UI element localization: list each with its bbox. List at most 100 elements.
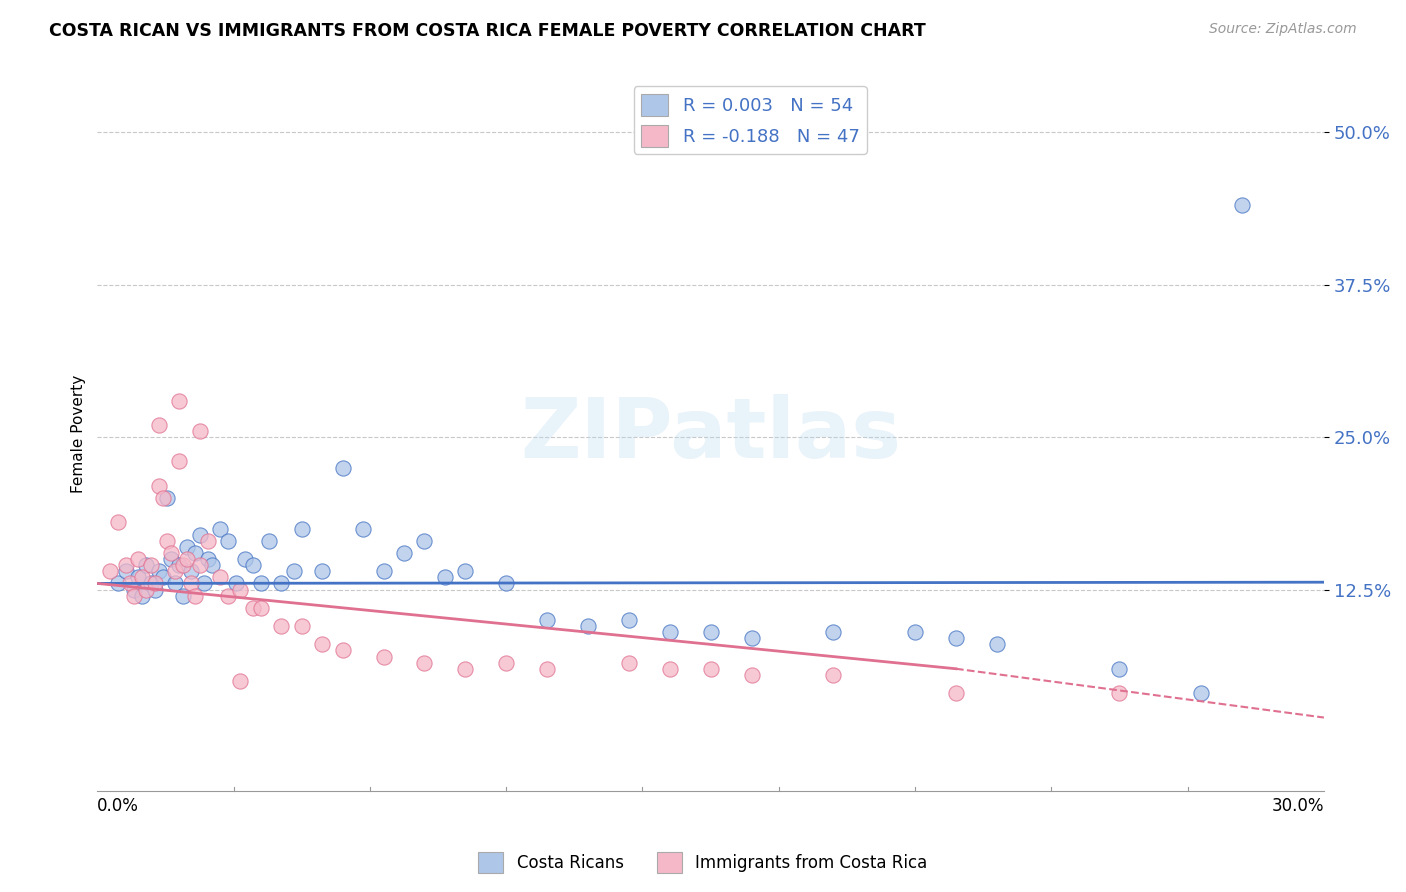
Point (495, 656, 517, 670)
Point (454, 662, 477, 676)
Point (225, 576, 247, 591)
Point (373, 564, 395, 578)
Point (233, 552, 256, 566)
Point (217, 533, 239, 548)
Point (332, 460, 354, 475)
Point (1230, 198, 1253, 212)
Point (131, 570, 153, 584)
Point (1108, 662, 1130, 676)
Point (311, 564, 333, 578)
Point (122, 589, 145, 603)
Legend: Costa Ricans, Immigrants from Costa Rica: Costa Ricans, Immigrants from Costa Rica (471, 846, 935, 880)
Point (617, 656, 640, 670)
Point (658, 625, 681, 640)
Point (160, 546, 183, 560)
Point (658, 662, 681, 676)
Point (392, 546, 415, 560)
Point (184, 589, 207, 603)
Point (193, 576, 215, 591)
Point (156, 533, 179, 548)
Point (986, 637, 1008, 651)
Point (413, 656, 436, 670)
Point (143, 582, 166, 597)
Point (250, 576, 273, 591)
Text: Source: ZipAtlas.com: Source: ZipAtlas.com (1209, 22, 1357, 37)
Point (148, 479, 170, 493)
Point (352, 522, 374, 536)
Point (98, 564, 121, 578)
Point (107, 516, 129, 530)
Point (167, 454, 190, 468)
Point (120, 576, 142, 591)
Point (163, 564, 186, 578)
Point (135, 582, 157, 597)
Y-axis label: Female Poverty: Female Poverty (72, 375, 86, 493)
Point (291, 522, 314, 536)
Point (135, 558, 157, 573)
Point (115, 564, 138, 578)
Point (217, 589, 239, 603)
Point (160, 552, 183, 566)
Point (127, 570, 149, 584)
Point (197, 533, 219, 548)
Point (229, 582, 252, 597)
Point (184, 546, 207, 560)
Point (208, 570, 231, 584)
Point (945, 632, 967, 646)
Point (270, 576, 292, 591)
Point (373, 649, 395, 664)
Point (741, 632, 763, 646)
Point (167, 558, 190, 573)
Point (139, 558, 162, 573)
Point (823, 668, 845, 682)
Point (311, 637, 333, 651)
Point (945, 686, 967, 700)
Point (699, 625, 721, 640)
Point (250, 600, 273, 615)
Point (617, 613, 640, 627)
Point (229, 673, 252, 688)
Point (143, 576, 166, 591)
Point (127, 552, 149, 566)
Legend: R = 0.003   N = 54, R = -0.188   N = 47: R = 0.003 N = 54, R = -0.188 N = 47 (634, 87, 866, 154)
Point (201, 558, 224, 573)
Point (741, 668, 763, 682)
Point (148, 564, 170, 578)
Point (176, 540, 198, 554)
Point (180, 576, 202, 591)
Point (107, 576, 129, 591)
Point (188, 558, 211, 573)
Point (332, 643, 354, 657)
Point (904, 625, 927, 640)
Point (163, 576, 186, 591)
Point (242, 558, 264, 573)
Point (1189, 686, 1212, 700)
Point (115, 558, 138, 573)
Point (823, 625, 845, 640)
Point (413, 533, 436, 548)
Point (495, 576, 517, 591)
Point (148, 417, 170, 432)
Point (188, 527, 211, 541)
Point (208, 522, 231, 536)
Text: 0.0%: 0.0% (97, 797, 139, 814)
Point (156, 491, 179, 505)
Text: COSTA RICAN VS IMMIGRANTS FROM COSTA RICA FEMALE POVERTY CORRELATION CHART: COSTA RICAN VS IMMIGRANTS FROM COSTA RIC… (49, 22, 927, 40)
Text: 30.0%: 30.0% (1271, 797, 1324, 814)
Point (188, 424, 211, 438)
Point (1108, 686, 1130, 700)
Point (699, 662, 721, 676)
Point (242, 600, 264, 615)
Point (172, 589, 194, 603)
Point (176, 552, 198, 566)
Point (180, 564, 202, 578)
Point (152, 491, 174, 505)
Point (152, 570, 174, 584)
Point (122, 582, 145, 597)
Point (257, 533, 280, 548)
Point (270, 619, 292, 633)
Point (172, 558, 194, 573)
Point (291, 619, 314, 633)
Point (139, 576, 162, 591)
Point (454, 564, 477, 578)
